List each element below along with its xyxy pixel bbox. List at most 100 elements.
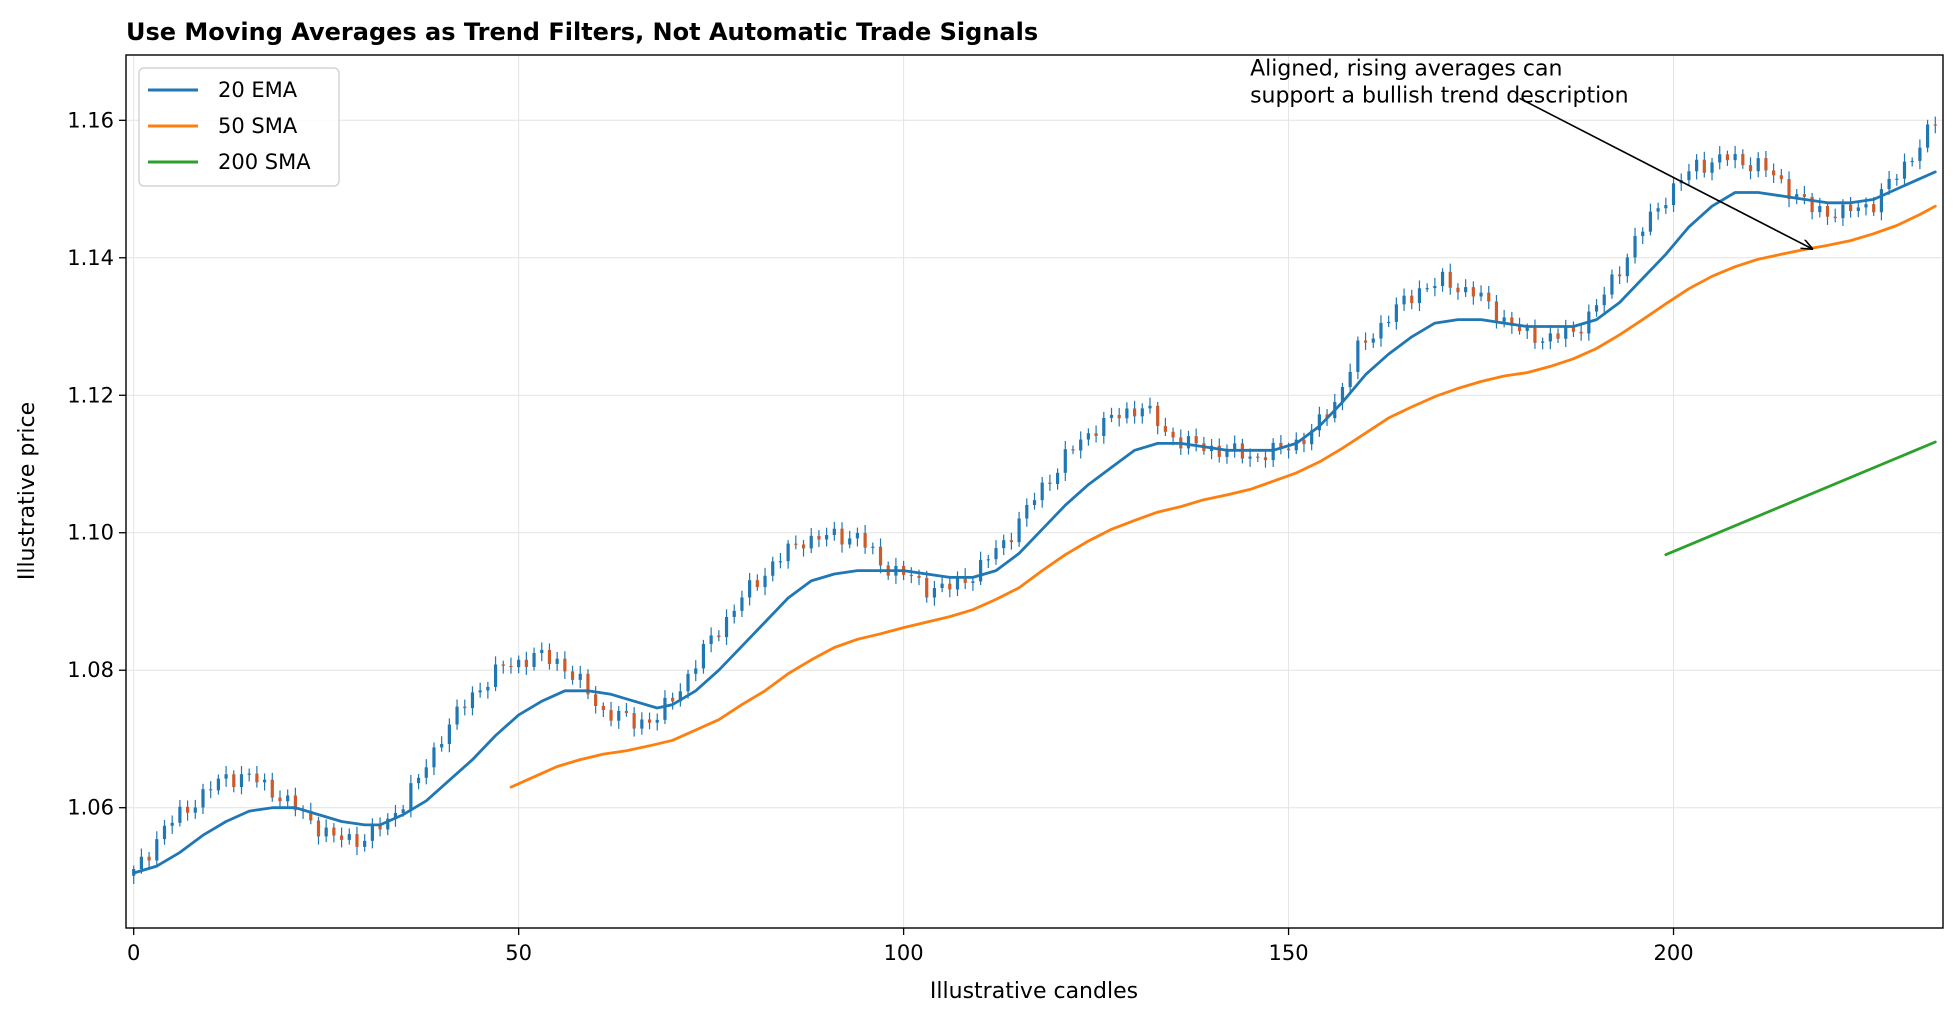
- candle-body: [1233, 443, 1237, 451]
- candle-body: [201, 789, 205, 808]
- candle-body: [586, 673, 590, 695]
- candle-body: [955, 576, 960, 590]
- candle-body: [1926, 124, 1930, 148]
- candle-body: [1217, 445, 1221, 457]
- candle-body: [1748, 165, 1753, 172]
- x-tick-label: 0: [127, 941, 140, 965]
- grid: [126, 55, 1943, 928]
- candle-body: [1810, 196, 1814, 213]
- candle-body: [1502, 317, 1506, 322]
- y-tick-label: 1.16: [67, 108, 114, 132]
- candle-body: [663, 697, 667, 720]
- candle-body: [1756, 158, 1760, 172]
- candle-body: [1317, 414, 1321, 431]
- candle-body: [1487, 292, 1491, 302]
- candle-body: [1009, 540, 1014, 543]
- annotation-text: Aligned, rising averages can: [1250, 57, 1562, 82]
- candle-body: [1017, 518, 1021, 543]
- candle-body: [393, 812, 398, 819]
- candle-body: [624, 710, 629, 714]
- x-axis-ticks: 0 50 100 150 200: [127, 928, 1694, 965]
- candle-body: [386, 818, 390, 830]
- candle-body: [801, 544, 806, 549]
- candle-body: [1625, 257, 1629, 277]
- candle-body: [1571, 327, 1576, 332]
- candle-body: [478, 690, 482, 693]
- candle-body: [517, 659, 521, 668]
- candle-body: [286, 795, 290, 802]
- candle-body: [940, 583, 944, 588]
- candle-body: [1564, 327, 1568, 339]
- candle-body: [655, 719, 659, 723]
- x-tick-label: 100: [884, 941, 924, 965]
- candle-body: [1541, 341, 1545, 343]
- candle-body: [632, 713, 636, 729]
- candle-body: [1633, 236, 1637, 258]
- candle-body: [1849, 204, 1853, 212]
- candle-body: [763, 575, 767, 588]
- candle-body: [1510, 317, 1514, 326]
- candle-body: [570, 671, 575, 680]
- candle-body: [971, 581, 975, 583]
- candle-body: [170, 822, 174, 826]
- candle-body: [1063, 449, 1067, 473]
- candle-body: [347, 834, 351, 840]
- candle-body: [1833, 216, 1837, 219]
- candle-body: [1872, 204, 1876, 213]
- candle-body: [486, 686, 490, 691]
- legend-label: 200 SMA: [218, 150, 311, 174]
- candle-body: [470, 692, 475, 709]
- candle-body: [1818, 206, 1822, 213]
- candle-body: [155, 839, 159, 861]
- candle-body: [840, 528, 844, 545]
- candle-body: [524, 659, 528, 667]
- candle-body: [547, 649, 552, 664]
- moving-average-lines: [132, 170, 1937, 875]
- series-line: [1664, 440, 1937, 557]
- candle-body: [1356, 340, 1360, 372]
- candle-body: [1902, 161, 1907, 179]
- candle-body: [1371, 338, 1375, 343]
- legend: 20 EMA 50 SMA 200 SMA: [138, 67, 340, 187]
- candle-body: [1132, 408, 1137, 417]
- candle-body: [401, 809, 405, 813]
- candle-body: [817, 535, 821, 540]
- y-tick-label: 1.14: [67, 246, 114, 270]
- candle-body: [609, 710, 613, 721]
- candle-body: [1094, 433, 1098, 436]
- candle-body: [1340, 387, 1345, 402]
- candle-body: [786, 543, 790, 562]
- candle-body: [917, 575, 921, 578]
- candle-body: [1764, 158, 1768, 171]
- candle-body: [1864, 204, 1868, 208]
- candle-body: [1086, 433, 1090, 440]
- candle-body: [378, 824, 382, 830]
- candle-body: [493, 664, 498, 687]
- candle-body: [1194, 436, 1198, 444]
- candle-body: [748, 580, 752, 598]
- candle-body: [1248, 456, 1252, 459]
- candle-body: [732, 610, 736, 617]
- candle-body: [1348, 371, 1352, 388]
- candle-body: [701, 643, 706, 669]
- y-tick-label: 1.12: [67, 383, 114, 407]
- candle-body: [1263, 457, 1268, 461]
- candle-body: [1479, 292, 1483, 297]
- x-tick-label: 200: [1653, 941, 1693, 965]
- candle-body: [1556, 333, 1560, 339]
- candle-body: [1725, 154, 1730, 161]
- candle-body: [239, 774, 244, 788]
- candle-body: [963, 576, 967, 583]
- candle-body: [162, 825, 167, 840]
- candle-body: [578, 673, 582, 680]
- y-tick-label: 1.06: [67, 796, 114, 820]
- candle-body: [1648, 211, 1653, 232]
- candle-body: [647, 719, 652, 723]
- candle-body: [794, 543, 798, 545]
- candle-body: [270, 779, 274, 798]
- candle-body: [540, 649, 544, 654]
- candle-body: [440, 744, 444, 748]
- candle-body: [832, 528, 836, 536]
- candle-body: [1933, 124, 1937, 126]
